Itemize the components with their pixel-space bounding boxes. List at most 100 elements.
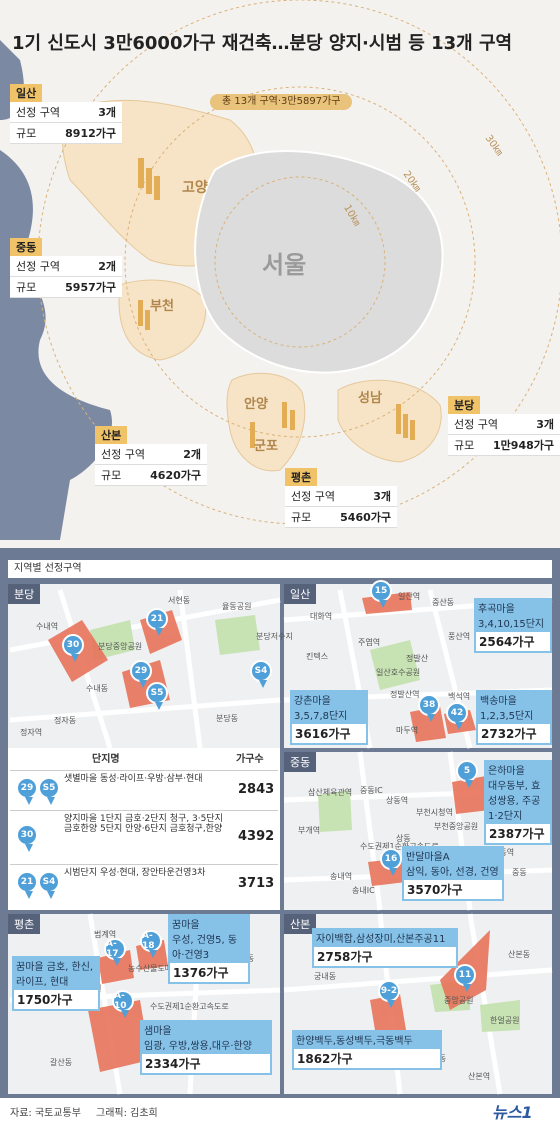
row-value: 3개 (536, 418, 554, 431)
sea (0, 150, 112, 540)
table-households: 4392 (238, 829, 275, 844)
row-value: 2개 (183, 448, 201, 461)
callout-households: 2334가구 (142, 1054, 270, 1073)
callout-households: 1376가구 (170, 963, 248, 982)
place-label: 정자역 (20, 728, 43, 737)
place-label: 수내역 (36, 622, 59, 631)
callout: 후곡마을 3,4,10,15단지 2564가구 (474, 598, 552, 653)
place-label: 한얼공원 (490, 1016, 520, 1025)
row-label: 선정 구역 (454, 418, 498, 431)
place-label: 송내IC (352, 886, 375, 895)
callout-title: 강촌마을 (294, 696, 331, 707)
row-label: 선정 구역 (16, 260, 60, 273)
row-label: 선정 구역 (16, 106, 60, 119)
callout-households: 2732가구 (478, 724, 550, 743)
place-label: 산본동 (508, 950, 531, 959)
callout-households: 1750가구 (14, 990, 98, 1009)
callout-title: 꿈마을 (172, 920, 200, 931)
place-label: 마두역 (396, 726, 419, 735)
pin: 29 (16, 777, 38, 805)
place-label: 분당중앙공원 (98, 642, 143, 651)
place-label: 부개역 (298, 826, 321, 835)
row-value: 1만948가구 (493, 439, 554, 452)
callout-households: 3616가구 (292, 724, 366, 743)
place-label: 갈산동 (50, 1058, 73, 1067)
place-label: 정자동 (54, 716, 77, 725)
city-row: 규모 8912가구 (10, 123, 122, 144)
place-label: 중동IC (360, 786, 383, 795)
row-value: 8912가구 (65, 127, 116, 140)
pin: 42 (446, 702, 468, 730)
place-label: 킨텍스 (306, 652, 329, 661)
callout-title: 백송마을 (480, 696, 517, 707)
table-row-line (10, 770, 278, 771)
table-row-line (10, 864, 278, 865)
title: 1기 신도시 3만6000가구 재건축…분당 양지·시범 등 13개 구역 (12, 33, 513, 54)
city-name: 평촌 (285, 468, 318, 486)
building-icons (138, 158, 415, 448)
place-label: 수내동 (86, 684, 109, 693)
callout-detail: 대우동부, 효성쌍용, 주공 1·2단지 (488, 781, 541, 822)
ring (124, 86, 476, 438)
pin: A-17 (104, 938, 126, 966)
row-value: 5460가구 (340, 511, 391, 524)
credit: 그래픽: 김초희 (96, 1108, 158, 1119)
place-label: 중앙공원 (444, 996, 474, 1005)
row-value: 5957가구 (65, 281, 116, 294)
callout-title: 은하마을 (488, 766, 525, 777)
region-seongnam (337, 379, 442, 463)
callout-detail: 우성, 건영5, 동아·건영3 (172, 935, 238, 961)
row-value: 3개 (98, 106, 116, 119)
row-label: 규모 (16, 127, 37, 140)
pin: 30 (62, 634, 84, 662)
callout-detail: 1,2,3,5단지 (480, 711, 534, 722)
place-label: 상동 (396, 834, 411, 843)
pin: 16 (380, 848, 402, 876)
row-label: 규모 (454, 439, 475, 452)
region-label: 성남 (358, 391, 382, 406)
callout: 백송마을 1,2,3,5단지 2732가구 (476, 690, 552, 745)
callout-title: 후곡마을 (478, 604, 515, 615)
region-bucheon (118, 279, 207, 361)
place-label: 부천중앙공원 (434, 822, 479, 831)
pin: S4 (250, 660, 272, 688)
row-value: 3개 (373, 490, 391, 503)
place-label: 중동 (512, 868, 527, 877)
region-label: 서울 (262, 251, 307, 279)
place-label: 송내역 (330, 872, 353, 881)
city-box: 중동 선정 구역 2개 규모 5957가구 (10, 238, 122, 298)
place-label: 분당저수지 (256, 632, 293, 641)
city-name: 분당 (448, 396, 481, 414)
city-name: 중동 (10, 238, 43, 256)
place-label: 주엽역 (358, 638, 381, 647)
place-label: 산본역 (468, 1072, 491, 1081)
pin: 5 (456, 760, 478, 788)
callout: 자이백합,삼성장미,산본주공11 2758가구 (312, 928, 458, 968)
city-row: 선정 구역 3개 (10, 102, 122, 123)
pin: 11 (454, 964, 476, 992)
region-label: 군포 (254, 439, 278, 454)
city-row: 선정 구역 3개 (448, 414, 560, 435)
table-name: 샛별마을 동성·라이프·우방·삼부·현대 (64, 774, 203, 784)
pin: S5 (38, 777, 60, 805)
place-label: 부천시청역 (416, 808, 453, 817)
region-seoul (194, 150, 444, 374)
pin: 9-2 (378, 980, 400, 1008)
city-row: 규모 5460가구 (285, 507, 397, 528)
pin: S4 (38, 871, 60, 899)
callout-title: 반달마을A (406, 852, 450, 863)
place-label: 율동공원 (222, 602, 252, 611)
place-label: 분당동 (216, 714, 239, 723)
city-row: 규모 4620가구 (95, 465, 207, 486)
place-label: 궁내동 (314, 972, 337, 981)
callout-households: 2564가구 (476, 632, 550, 651)
place-label: 중산동 (432, 598, 455, 607)
pin: A-18 (140, 930, 162, 958)
footer-bg (0, 1098, 560, 1131)
place-label: 백석역 (448, 692, 471, 701)
row-label: 규모 (101, 469, 122, 482)
place-label: 범계역 (94, 930, 117, 939)
ring (214, 176, 386, 348)
city-box: 산본 선정 구역 2개 규모 4620가구 (95, 426, 207, 486)
